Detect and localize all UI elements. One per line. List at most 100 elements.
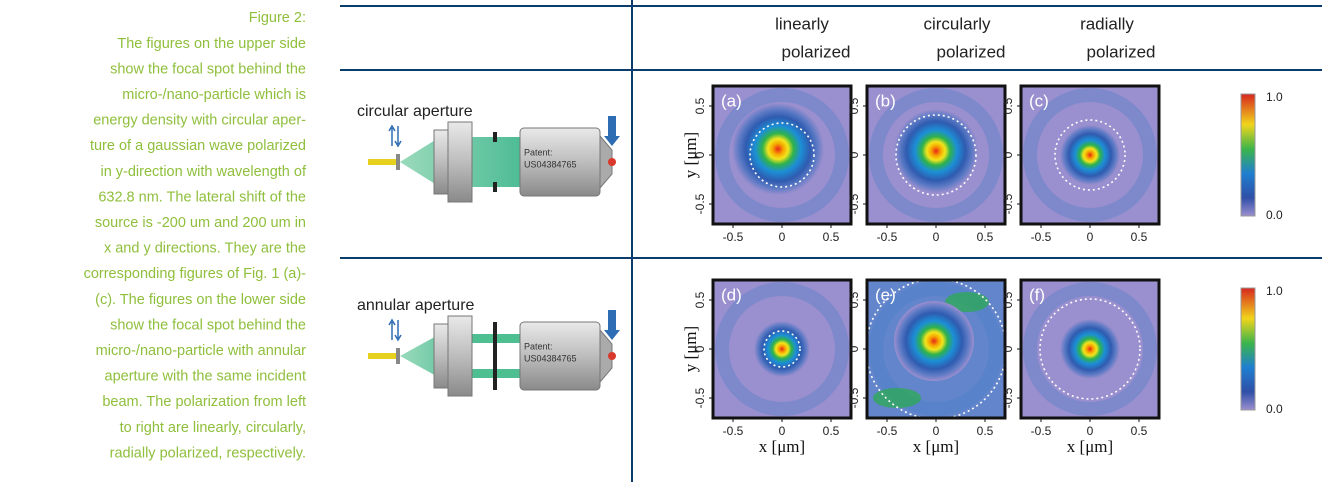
heatmap-panel: (e) 0.5 0 -0.5 -0.5 0 0.5 x [μm]	[847, 278, 1007, 456]
intensity-ring	[1023, 282, 1157, 416]
caption-line: micro-/nano-particle with annular	[96, 343, 307, 359]
aperture	[493, 322, 497, 390]
caption: Figure 2: The figures on the upper side sh…	[84, 10, 307, 462]
focal-spot	[894, 109, 978, 193]
panel-label: (f)	[1029, 285, 1045, 304]
x-tick-label: 0	[779, 230, 786, 244]
x-tick-label: 0.5	[823, 230, 840, 244]
light-source	[368, 159, 396, 165]
x-tick-label: -0.5	[877, 424, 898, 438]
heatmap-panel: (a) 0.5 0 -0.5 -0.5 0 0.5	[693, 84, 853, 244]
aperture-ring	[895, 114, 977, 196]
lens	[447, 315, 473, 397]
y-tick-label: 0	[847, 151, 861, 158]
x-axis-label: x [μm]	[913, 437, 959, 456]
y-tick-label: -0.5	[847, 387, 861, 408]
caption-line: to right are linearly, circularly,	[120, 420, 306, 436]
caption-line: energy density with circular aper-	[93, 113, 306, 129]
caption-line: The figures on the upper side	[117, 36, 306, 52]
x-tick-label: 0	[933, 230, 940, 244]
x-tick-label: 0.5	[977, 230, 994, 244]
particle	[608, 158, 616, 166]
heatmap-panel: (f) 0.5 0 -0.5 -0.5 0 0.5 x [μm]	[1001, 278, 1161, 456]
figure-grid	[340, 0, 1322, 482]
caption-line: beam. The polarization from left	[102, 394, 306, 410]
y-tick-label: -0.5	[693, 193, 707, 214]
caption-line: show the focal spot behind the	[110, 61, 306, 77]
y-tick-label: -0.5	[1001, 387, 1015, 408]
colorbar-max: 1.0	[1266, 284, 1283, 298]
x-tick-label: 0	[1087, 424, 1094, 438]
caption-line: (c). The figures on the lower side	[95, 292, 306, 308]
side-lobe	[945, 292, 989, 312]
x-tick-label: -0.5	[723, 230, 744, 244]
aperture-ring	[1039, 298, 1141, 400]
arrow	[604, 310, 620, 340]
focal-spot	[754, 321, 810, 377]
x-tick-label: 0.5	[823, 424, 840, 438]
optical-setup: Patent: US04384765	[368, 116, 620, 203]
panel-label: (c)	[1029, 91, 1049, 110]
aperture-ring	[749, 122, 815, 188]
x-tick-label: 0.5	[1131, 230, 1148, 244]
y-tick-label: -0.5	[847, 193, 861, 214]
pinhole	[396, 154, 400, 170]
row-label: annular aperture	[357, 297, 475, 314]
heatmap-panel: (c) 0.5 0 -0.5 -0.5 0 0.5	[1001, 84, 1161, 244]
aperture-ring	[763, 330, 801, 368]
colorbar	[1240, 287, 1256, 411]
caption-line: micro-/nano-particle which is	[122, 87, 306, 103]
focal-spot	[894, 301, 974, 381]
intensity-ring	[1023, 88, 1157, 222]
x-tick-label: 0	[933, 424, 940, 438]
y-tick-label: 0.5	[847, 97, 861, 114]
caption-line: radially polarized, respectively.	[110, 445, 306, 461]
y-axis-label: y [μm]	[681, 326, 700, 372]
y-tick-label: 0.5	[1001, 97, 1015, 114]
x-tick-label: 0.5	[977, 424, 994, 438]
aperture	[493, 182, 497, 192]
intensity-ring	[869, 88, 1003, 222]
y-tick-label: 0.5	[847, 291, 861, 308]
panel-label: (a)	[721, 91, 742, 110]
panel-label: (d)	[721, 285, 742, 304]
y-tick-label: 0	[1001, 151, 1015, 158]
colorbar-min: 0.0	[1266, 402, 1283, 416]
y-tick-label: 0	[847, 345, 861, 352]
focal-spot	[732, 103, 824, 195]
x-tick-label: -0.5	[877, 230, 898, 244]
heatmap-panel: (d) 0.5 0 -0.5 -0.5 0 0.5 x [μm]	[693, 278, 853, 456]
caption-line: x and y directions. They are the	[104, 241, 306, 257]
arrow	[604, 116, 620, 146]
x-axis-label: x [μm]	[759, 437, 805, 456]
patent-number: US04384765	[524, 159, 577, 169]
column-header: polarized	[937, 42, 1006, 61]
caption-line: show the focal spot behind the	[110, 317, 306, 333]
y-tick-label: 0.5	[1001, 291, 1015, 308]
caption-title: Figure 2:	[249, 10, 306, 26]
particle	[608, 352, 616, 360]
heatmap-panel: (b) 0.5 0 -0.5 -0.5 0 0.5	[847, 84, 1007, 244]
light-source	[368, 353, 396, 359]
lens	[433, 129, 449, 195]
column-header: radially	[1080, 14, 1134, 33]
caption-line: corresponding figures of Fig. 1 (a)-	[84, 266, 307, 282]
caption-line: ture of a gaussian wave polarized	[90, 138, 306, 154]
intensity-ring	[715, 282, 849, 416]
y-tick-label: 0	[1001, 345, 1015, 352]
patent-label: Patent:	[524, 147, 553, 157]
lens	[433, 323, 449, 389]
aperture	[493, 132, 497, 142]
pinhole	[396, 348, 400, 364]
objective-tip	[599, 134, 613, 190]
caption-line: aperture with the same incident	[105, 369, 307, 385]
caption-line: source is -200 um and 200 um in	[95, 215, 306, 231]
column-header: circularly	[923, 14, 991, 33]
patent-label: Patent:	[524, 341, 553, 351]
focal-spot	[1060, 125, 1120, 185]
x-tick-label: -0.5	[1031, 424, 1052, 438]
y-tick-label: 0	[693, 345, 707, 352]
aperture-ring	[1054, 119, 1126, 191]
focal-spot	[1060, 319, 1120, 379]
x-tick-label: -0.5	[723, 424, 744, 438]
